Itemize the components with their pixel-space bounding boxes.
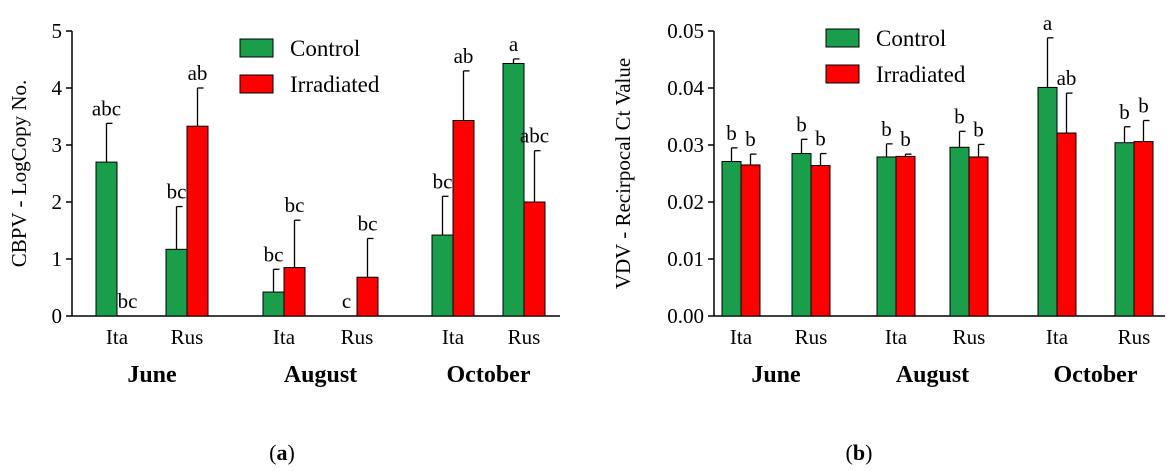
- significance-label: c: [342, 289, 351, 313]
- bar-control: [1114, 142, 1135, 317]
- bar-irradiated: [968, 156, 989, 317]
- y-tick-label: 1: [52, 247, 63, 271]
- x-tick-label: Ita: [106, 325, 129, 349]
- significance-label: b: [973, 117, 984, 141]
- x-tick-label: Ita: [442, 325, 465, 349]
- y-tick-label: 3: [52, 133, 63, 157]
- significance-label: abc: [520, 124, 549, 148]
- group-label: October: [1054, 362, 1138, 388]
- significance-label: a: [1043, 11, 1053, 35]
- group-label: August: [284, 362, 357, 388]
- bar-control: [431, 234, 454, 317]
- bar-irradiated: [1056, 132, 1077, 317]
- legend-label-control: Control: [290, 36, 360, 61]
- legend-label-irradiated: Irradiated: [876, 62, 966, 87]
- significance-label: bc: [118, 289, 138, 313]
- bar-control: [95, 161, 118, 317]
- legend-label-irradiated: Irradiated: [290, 72, 380, 97]
- legend-swatch-irradiated: [825, 64, 860, 84]
- group-label: October: [447, 362, 531, 388]
- bar-control: [791, 153, 812, 317]
- significance-label: b: [745, 127, 756, 151]
- significance-label: b: [815, 127, 826, 151]
- y-tick-label: 0.03: [667, 133, 704, 157]
- significance-label: bc: [264, 242, 284, 266]
- x-tick-label: Rus: [341, 325, 374, 349]
- legend-swatch-control: [239, 38, 274, 58]
- panel-label: (a): [269, 440, 295, 465]
- y-tick-label: 0: [52, 304, 63, 328]
- significance-label: b: [954, 104, 965, 128]
- bar-irradiated: [283, 267, 306, 317]
- y-axis-title: CBPV - LogCopy No.: [7, 80, 31, 267]
- bar-control: [1037, 86, 1058, 317]
- bar-irradiated: [356, 276, 379, 317]
- bar-control: [165, 248, 188, 317]
- bar-control: [721, 161, 742, 317]
- significance-label: b: [796, 112, 807, 136]
- chart-panel-b: 0.00 0.01 0.02 0.03 0.04 0.05 VDV - Recirpocal…: [611, 11, 1165, 465]
- x-tick-label: Ita: [730, 325, 753, 349]
- legend-label-control: Control: [876, 26, 946, 51]
- group-label: June: [751, 362, 801, 388]
- y-tick-label: 2: [52, 190, 63, 214]
- bar-control: [262, 291, 285, 317]
- significance-label: b: [881, 117, 892, 141]
- y-tick-label: 4: [52, 76, 63, 100]
- bar-control: [949, 146, 970, 317]
- y-tick-label: 0.04: [667, 76, 704, 100]
- bar-irradiated: [1133, 141, 1154, 317]
- significance-label: ab: [454, 44, 474, 68]
- group-label: June: [127, 362, 177, 388]
- significance-label: ab: [1057, 66, 1077, 90]
- x-tick-label: Rus: [508, 325, 541, 349]
- y-tick-label: 5: [52, 19, 63, 43]
- y-tick-label: 0.00: [667, 304, 704, 328]
- significance-label: abc: [92, 96, 121, 120]
- significance-label: b: [1138, 93, 1149, 117]
- significance-label: a: [509, 32, 519, 56]
- y-tick-label: 0.01: [667, 247, 704, 271]
- bar-irradiated: [810, 165, 831, 317]
- bar-irradiated: [523, 201, 546, 317]
- x-tick-label: Rus: [1118, 325, 1151, 349]
- significance-label: b: [1119, 100, 1130, 124]
- bar-irradiated: [452, 119, 475, 317]
- significance-label: b: [726, 121, 737, 145]
- significance-label: bc: [285, 193, 305, 217]
- significance-label: b: [900, 127, 911, 151]
- significance-label: bc: [167, 180, 187, 204]
- x-tick-label: Rus: [795, 325, 828, 349]
- significance-label: ab: [188, 61, 208, 85]
- x-tick-label: Rus: [953, 325, 986, 349]
- y-tick-label: 0.02: [667, 190, 704, 214]
- bar-control: [502, 62, 525, 317]
- bar-irradiated: [895, 155, 916, 317]
- significance-label: bc: [433, 169, 453, 193]
- significance-label: bc: [358, 211, 378, 235]
- bar-irradiated: [186, 125, 209, 317]
- x-tick-label: Ita: [273, 325, 296, 349]
- x-tick-label: Ita: [1046, 325, 1069, 349]
- x-tick-label: Ita: [885, 325, 908, 349]
- y-axis-title: VDV - Recirpocal Ct Value: [611, 58, 635, 289]
- legend-swatch-control: [825, 28, 860, 48]
- panel-label: (b): [846, 440, 873, 465]
- legend-swatch-irradiated: [239, 74, 274, 94]
- x-tick-label: Rus: [171, 325, 204, 349]
- y-tick-label: 0.05: [667, 19, 704, 43]
- bar-irradiated: [740, 164, 761, 317]
- bar-control: [876, 156, 897, 317]
- group-label: August: [896, 362, 969, 388]
